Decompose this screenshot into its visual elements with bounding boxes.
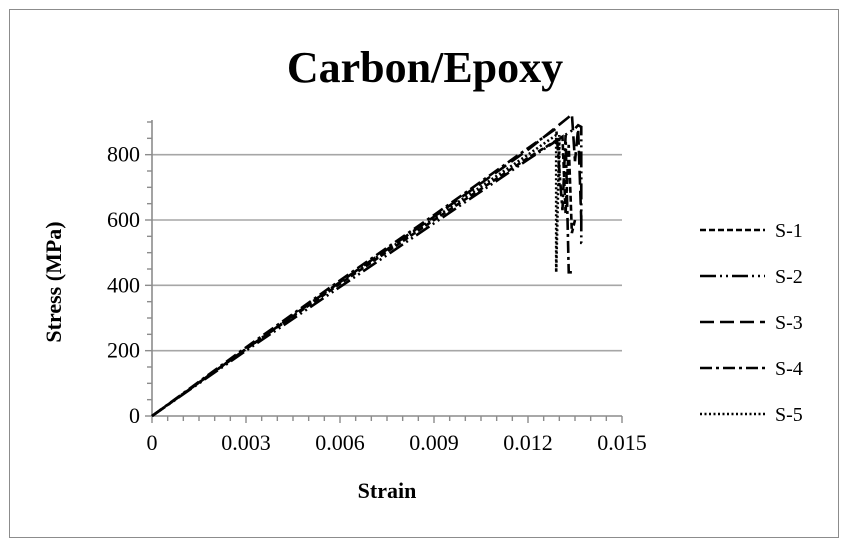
chart-frame: Carbon/Epoxy 0 200 400 600 800 0 0.003 0.006 0.0… bbox=[9, 9, 839, 538]
legend-label-s-5: S-5 bbox=[775, 404, 803, 426]
y-tick-label: 800 bbox=[107, 142, 140, 167]
tick-labels: 0 200 400 600 800 0 0.003 0.006 0.009 0.012 0.015 bbox=[107, 142, 647, 455]
series-lines bbox=[151, 110, 585, 418]
x-tick-label: 0.009 bbox=[409, 430, 459, 455]
y-tick-label: 200 bbox=[107, 338, 140, 363]
x-tick-label: 0.003 bbox=[221, 430, 271, 455]
gridlines bbox=[152, 153, 622, 352]
x-tick-label: 0.006 bbox=[315, 430, 365, 455]
chart-title: Carbon/Epoxy bbox=[287, 43, 563, 92]
series-line-s-4 bbox=[151, 126, 572, 418]
x-axis-label: Strain bbox=[358, 478, 417, 503]
y-tick-label: 0 bbox=[129, 403, 140, 428]
chart-svg: Carbon/Epoxy 0 200 400 600 800 0 0.003 0.006 0.0… bbox=[41, 43, 803, 503]
x-tick-label: 0 bbox=[147, 430, 158, 455]
x-tick-label: 0.015 bbox=[597, 430, 647, 455]
legend-label-s-4: S-4 bbox=[775, 358, 803, 380]
y-tick-label: 600 bbox=[107, 207, 140, 232]
series-line-s-5 bbox=[151, 132, 561, 418]
legend-label-s-3: S-3 bbox=[775, 312, 803, 334]
axes bbox=[145, 120, 623, 423]
y-axis-label: Stress (MPa) bbox=[41, 221, 66, 342]
legend-label-s-1: S-1 bbox=[775, 220, 803, 242]
y-tick-label: 400 bbox=[107, 272, 140, 297]
legend: S-1 S-2 S-3 S-4 S-5 bbox=[700, 220, 803, 426]
legend-label-s-2: S-2 bbox=[775, 266, 803, 288]
series-line-s-1 bbox=[151, 134, 577, 418]
series-line-s-2 bbox=[151, 123, 585, 418]
x-tick-label: 0.012 bbox=[503, 430, 553, 455]
